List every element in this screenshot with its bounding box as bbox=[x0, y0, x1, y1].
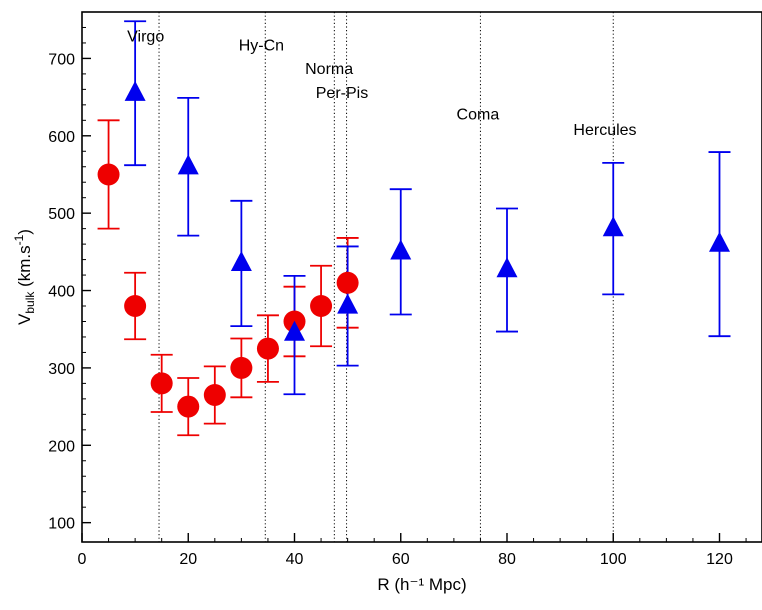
x-tick-label-80: 80 bbox=[498, 551, 516, 568]
point-circle-9 bbox=[336, 271, 359, 294]
y-tick-label-200: 200 bbox=[48, 438, 75, 455]
point-circle-0 bbox=[97, 163, 120, 186]
x-tick-label-60: 60 bbox=[392, 551, 410, 568]
point-triangle-0 bbox=[124, 80, 146, 101]
point-circle-2 bbox=[150, 372, 173, 395]
y-tick-label-500: 500 bbox=[48, 206, 75, 223]
annotation-norma: Norma bbox=[305, 61, 353, 78]
point-triangle-1 bbox=[177, 154, 199, 175]
y-tick-label-400: 400 bbox=[48, 284, 75, 301]
y-tick-label-300: 300 bbox=[48, 361, 75, 378]
y-label-sup: -1 bbox=[12, 234, 26, 245]
point-circle-8 bbox=[310, 295, 333, 318]
point-triangle-8 bbox=[709, 231, 730, 252]
point-triangle-2 bbox=[230, 251, 252, 272]
point-circle-4 bbox=[203, 383, 226, 406]
annotation-coma: Coma bbox=[457, 107, 500, 124]
point-circle-3 bbox=[177, 395, 200, 418]
plot-frame bbox=[81, 11, 762, 543]
y-axis: 100 200 300 400 500 600 700 bbox=[48, 26, 91, 533]
annotation-hercules: Hercules bbox=[573, 122, 636, 139]
y-label-unit-open: (km.s bbox=[15, 245, 34, 291]
x-axis: 0 20 40 60 80 100 120 bbox=[78, 533, 747, 568]
annotation-virgo: Virgo bbox=[127, 28, 164, 45]
x-tick-label-40: 40 bbox=[286, 551, 304, 568]
point-triangle-7 bbox=[602, 216, 624, 237]
x-tick-label-120: 120 bbox=[706, 551, 733, 568]
point-triangle-4 bbox=[337, 293, 359, 314]
point-triangle-3 bbox=[284, 320, 305, 341]
x-axis-label: R (h⁻¹ Mpc) bbox=[377, 575, 466, 594]
annotation-per-pis: Per-Pis bbox=[316, 85, 368, 102]
y-label-main: V bbox=[15, 313, 34, 325]
y-label-unit-close: ) bbox=[15, 229, 34, 235]
cluster-annotations: Virgo Hy-Cn Norma Per-Pis Coma Hercules bbox=[127, 28, 636, 139]
y-axis-label: Vbulk (km.s-1) bbox=[12, 229, 37, 325]
y-tick-label-700: 700 bbox=[48, 51, 75, 68]
y-tick-label-600: 600 bbox=[48, 129, 75, 146]
annotation-hy-cn: Hy-Cn bbox=[239, 38, 284, 55]
error-bars bbox=[97, 20, 731, 437]
x-tick-label-0: 0 bbox=[78, 551, 87, 568]
point-triangle-5 bbox=[390, 239, 412, 260]
x-tick-label-100: 100 bbox=[600, 551, 627, 568]
data-markers bbox=[97, 80, 730, 418]
y-tick-label-100: 100 bbox=[48, 516, 75, 533]
reference-lines bbox=[158, 12, 614, 542]
point-circle-1 bbox=[124, 295, 147, 318]
point-circle-6 bbox=[256, 337, 279, 360]
y-label-sub: bulk bbox=[23, 291, 37, 314]
point-circle-5 bbox=[230, 356, 253, 379]
point-triangle-6 bbox=[496, 257, 518, 278]
x-tick-label-20: 20 bbox=[179, 551, 197, 568]
